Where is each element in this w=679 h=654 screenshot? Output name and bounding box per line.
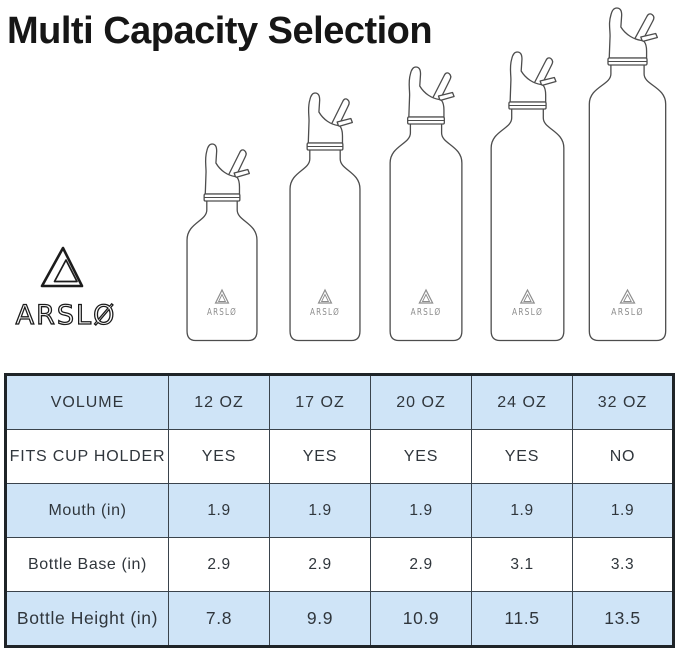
table-row-height: Bottle Height (in) 7.8 9.9 10.9 11.5 13.… bbox=[5, 591, 674, 647]
bottle-32oz bbox=[586, 7, 669, 342]
bottle-12oz bbox=[184, 143, 260, 342]
table-cell: 3.1 bbox=[471, 537, 573, 592]
table-cell: 3.3 bbox=[572, 537, 674, 592]
row-label: VOLUME bbox=[5, 374, 169, 430]
row-label: Bottle Height (in) bbox=[5, 591, 169, 647]
bottle-20oz bbox=[387, 66, 465, 342]
table-cell: 11.5 bbox=[471, 591, 573, 647]
table-row-cup-holder: FITS CUP HOLDER YES YES YES YES NO bbox=[5, 429, 674, 484]
table-row-volume: VOLUME 12 OZ 17 OZ 20 OZ 24 OZ 32 OZ bbox=[5, 374, 674, 430]
table-cell: 12 OZ bbox=[168, 374, 270, 430]
table-cell: 1.9 bbox=[370, 483, 472, 538]
table-cell: 32 OZ bbox=[572, 374, 674, 430]
table-cell: 10.9 bbox=[370, 591, 472, 647]
bottle-17oz bbox=[287, 92, 363, 342]
brand-wordmark: ARSLØ bbox=[16, 300, 117, 331]
page-title: Multi Capacity Selection bbox=[7, 10, 433, 52]
table-cell: YES bbox=[471, 429, 573, 484]
table-cell: 13.5 bbox=[572, 591, 674, 647]
table-cell: NO bbox=[572, 429, 674, 484]
table-cell: 20 OZ bbox=[370, 374, 472, 430]
table-row-base: Bottle Base (in) 2.9 2.9 2.9 3.1 3.3 bbox=[5, 537, 674, 592]
table-cell: 2.9 bbox=[370, 537, 472, 592]
row-label: Bottle Base (in) bbox=[5, 537, 169, 592]
table-cell: 1.9 bbox=[269, 483, 371, 538]
table-cell: 2.9 bbox=[269, 537, 371, 592]
table-row-mouth: Mouth (in) 1.9 1.9 1.9 1.9 1.9 bbox=[5, 483, 674, 538]
table-cell: 7.8 bbox=[168, 591, 270, 647]
table-cell: 1.9 bbox=[168, 483, 270, 538]
table-cell: 17 OZ bbox=[269, 374, 371, 430]
spec-table: VOLUME 12 OZ 17 OZ 20 OZ 24 OZ 32 OZ FIT… bbox=[4, 373, 675, 648]
table-cell: 2.9 bbox=[168, 537, 270, 592]
table-cell: 9.9 bbox=[269, 591, 371, 647]
table-cell: YES bbox=[168, 429, 270, 484]
table-cell: 1.9 bbox=[471, 483, 573, 538]
table-cell: YES bbox=[269, 429, 371, 484]
table-cell: 1.9 bbox=[572, 483, 674, 538]
brand-triangle-icon bbox=[40, 246, 84, 288]
brand-logo: ARSLØ bbox=[15, 246, 117, 332]
table-cell: 24 OZ bbox=[471, 374, 573, 430]
table-cell: YES bbox=[370, 429, 472, 484]
row-label: FITS CUP HOLDER bbox=[5, 429, 169, 484]
bottle-24oz bbox=[488, 51, 567, 342]
row-label: Mouth (in) bbox=[5, 483, 169, 538]
